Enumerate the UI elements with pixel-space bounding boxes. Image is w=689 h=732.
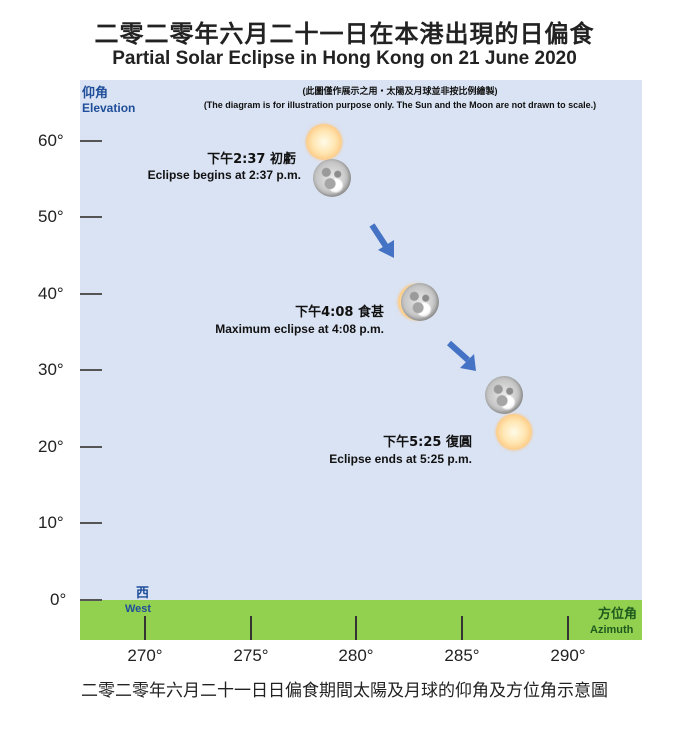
y-tick-label-60: 60° [38,131,64,150]
moon-icon-end [485,376,523,414]
y-tick-label-20: 20° [38,437,64,456]
y-axis-label-zh: 仰角 [82,85,109,100]
x-axis-label-zh: 方位角 [598,606,638,621]
note-en: (The diagram is for illustration purpose… [203,100,597,110]
x-tick-275 [250,616,252,640]
x-tick-290 [567,616,569,640]
y-tick-10 [80,522,102,524]
y-axis-label-en: Elevation [82,101,136,115]
y-tick-40 [80,293,102,295]
sun-icon-end [496,414,532,450]
event-begin-label-zh: 下午2:37 初虧 [207,152,296,167]
x-tick-label-275: 275° [233,646,269,665]
x-tick-285 [461,616,463,640]
event-end-label-zh: 下午5:25 復圓 [383,435,472,450]
x-tick-270 [144,616,146,640]
y-tick-20 [80,446,102,448]
west-label-zh: 西 [136,585,150,600]
event-end-label-en: Eclipse ends at 5:25 p.m. [329,452,472,466]
x-axis-label-en: Azimuth [590,624,634,636]
event-maximum-label-zh: 下午4:08 食甚 [295,305,384,320]
arrow-down-right-icon-1 [369,223,394,258]
x-tick-280 [355,616,357,640]
moon-icon-maximum [401,283,439,321]
y-tick-0 [80,599,102,601]
y-tick-label-0: 0° [50,590,67,609]
y-tick-label-40: 40° [38,284,64,303]
y-tick-label-10: 10° [38,513,64,532]
arrow-down-right-icon-2 [446,340,476,371]
x-tick-label-290: 290° [550,646,586,665]
x-tick-label-285: 285° [444,646,480,665]
title-english: Partial Solar Eclipse in Hong Kong on 21… [112,48,577,69]
moon-icon-begin [313,159,351,197]
west-label-en: West [125,603,152,615]
title-chinese: 二零二零年六月二十一日在本港出現的日偏食 [94,20,595,48]
event-begin-label-en: Eclipse begins at 2:37 p.m. [147,168,301,182]
y-tick-50 [80,216,102,218]
x-tick-label-270: 270° [127,646,163,665]
figure-caption: 二零二零年六月二十一日日偏食期間太陽及月球的仰角及方位角示意圖 [81,681,608,701]
note-zh: (此圖僅作展示之用・太陽及月球並非按比例繪製) [302,86,498,96]
y-tick-60 [80,140,102,142]
ground-band [80,600,642,640]
y-tick-30 [80,369,102,371]
y-tick-label-30: 30° [38,360,64,379]
y-tick-label-50: 50° [38,207,64,226]
event-maximum-label-en: Maximum eclipse at 4:08 p.m. [215,322,384,336]
x-tick-label-280: 280° [338,646,374,665]
sky-panel [80,80,642,600]
sun-icon-begin [306,124,342,160]
